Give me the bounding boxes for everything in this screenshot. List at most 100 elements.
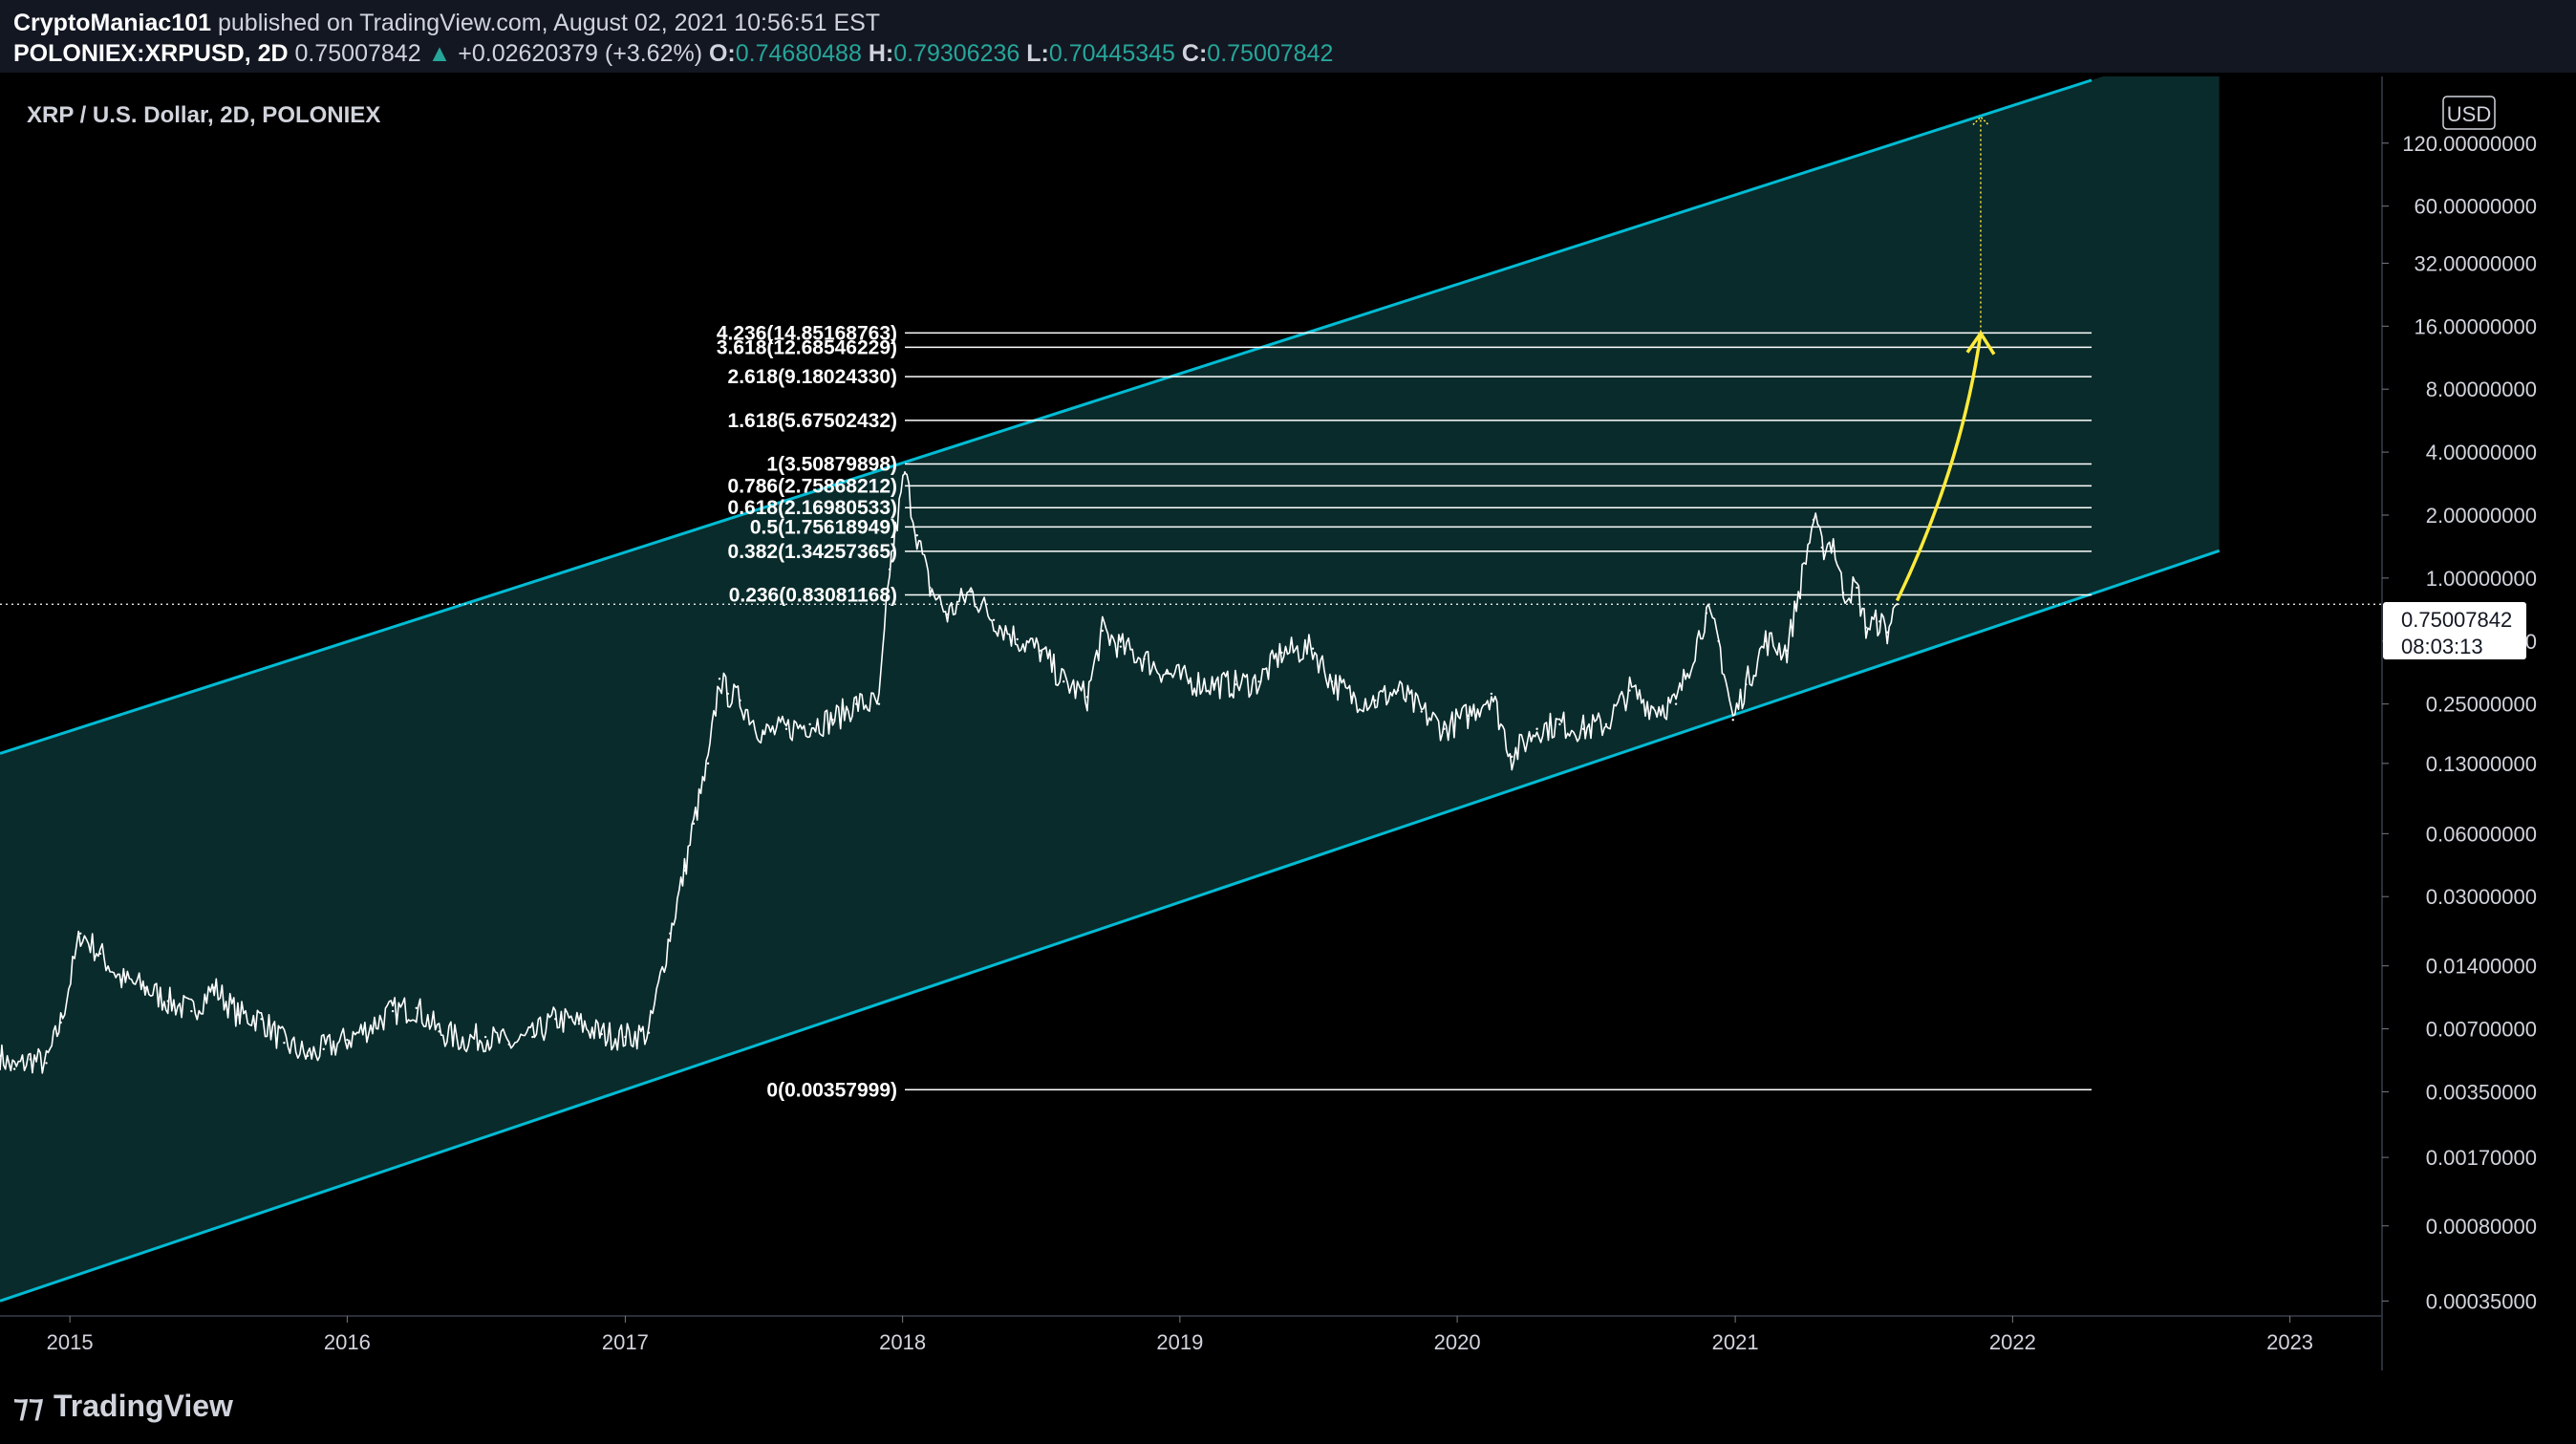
price-point [1166, 672, 1169, 675]
price-point [12, 1067, 16, 1070]
price-point [692, 822, 696, 826]
time-axis-label: 2022 [1989, 1330, 2036, 1354]
price-point [831, 719, 834, 722]
price-point [483, 1035, 487, 1039]
time-axis[interactable]: 2015 2016 2017 2018 2019 2020 2021 2022 2023 [47, 1316, 2313, 1354]
time-axis-label: 2020 [1434, 1330, 1481, 1354]
price-point [718, 678, 721, 680]
currency-badge[interactable]: USD [2442, 96, 2496, 130]
price-point [1143, 657, 1146, 660]
fib-level-label: 0.786(2.75868212) [728, 475, 898, 497]
change-arrow-icon: ▲ [427, 40, 452, 67]
fib-level-label: 3.618(12.68546229) [717, 336, 897, 358]
price-axis-label: 32.00000000 [2415, 251, 2537, 275]
time-axis-label: 2016 [324, 1330, 371, 1354]
price-point [462, 1038, 464, 1042]
price-point [1652, 706, 1655, 709]
price-point [1119, 645, 1123, 648]
price-point [929, 586, 932, 590]
price-axis-label: 0.25000000 [2426, 693, 2537, 717]
price-point [1535, 727, 1538, 730]
price-point [1841, 592, 1845, 594]
channel-upper-line[interactable] [0, 78, 2093, 755]
price-point [600, 1032, 603, 1036]
price-axis-label: 8.00000000 [2426, 377, 2537, 401]
price-badge-box [2383, 602, 2526, 659]
tradingview-logo[interactable]: ⁊⁊ TradingView [13, 1389, 233, 1423]
price-point [236, 1013, 240, 1016]
price-point [1350, 696, 1353, 699]
price-point [915, 534, 918, 537]
price-point [438, 1030, 440, 1033]
price-point [1063, 679, 1065, 683]
change-text: +0.02620379 (+3.62%) [458, 40, 703, 67]
published-text: published on TradingView.com, August 02,… [217, 10, 881, 36]
price-point [808, 722, 811, 726]
price-point [322, 1047, 325, 1050]
price-axis[interactable]: 120.00000000 60.00000000 32.00000000 16.000… [2382, 132, 2537, 1314]
price-point [1856, 586, 1858, 590]
price-point [1443, 727, 1446, 730]
brand-label: TradingView [54, 1389, 233, 1423]
last-price: 0.75007842 [294, 40, 421, 67]
fib-level-label: 0.618(2.16980533) [728, 497, 898, 519]
price-axis-label: 0.00350000 [2426, 1080, 2537, 1104]
price-point [120, 979, 123, 981]
price-point [1467, 714, 1470, 718]
price-point [669, 932, 672, 935]
symbol-label: POLONIEX:XRPUSD, 2D [13, 40, 289, 67]
price-point [1374, 699, 1377, 702]
price-badge-value: 0.75007842 [2401, 608, 2512, 632]
close-label: C: [1181, 40, 1208, 67]
price-point [903, 471, 907, 474]
price-point [647, 1031, 651, 1034]
chart-area[interactable]: 4.236(14.85168763) 3.618(12.68546229) 2.61… [0, 73, 2576, 1439]
open-label: O: [708, 40, 736, 67]
projection-layer [1895, 116, 1996, 602]
author-name[interactable]: CryptoManiac101 [13, 10, 212, 36]
fib-level-label: 0(0.00357999) [766, 1079, 897, 1101]
symbol-info: POLONIEX:XRPUSD, 2D 0.75007842 ▲ +0.0262… [13, 40, 1333, 68]
price-point [1330, 679, 1334, 683]
price-point [29, 1058, 32, 1061]
price-point [1189, 679, 1192, 683]
price-point [1511, 755, 1513, 758]
price-point [98, 952, 102, 956]
price-point [190, 1009, 193, 1013]
price-point [415, 1006, 418, 1010]
price-badge: 0.75007842 08:03:13 [2383, 602, 2526, 659]
price-point [1885, 631, 1889, 634]
price-point [1705, 612, 1708, 614]
price-point [854, 702, 858, 705]
price-point [1717, 639, 1720, 642]
price-point [888, 568, 891, 571]
price-point [946, 613, 949, 616]
open-value: 0.74680488 [735, 40, 862, 67]
price-point [1764, 639, 1768, 642]
price-point [346, 1038, 349, 1042]
price-axis-label: 2.00000000 [2426, 504, 2537, 528]
price-point [1604, 722, 1608, 726]
time-axis-label: 2018 [879, 1330, 926, 1354]
projection-arrow[interactable] [1895, 333, 1983, 602]
publish-header: CryptoManiac101 published on TradingView… [0, 0, 2576, 73]
price-point [554, 1018, 557, 1021]
time-axis-label: 2023 [2266, 1330, 2313, 1354]
price-point [166, 1000, 169, 1002]
channel-lower-line[interactable] [0, 549, 2221, 1303]
price-point [1628, 689, 1631, 692]
projection-arrowhead-icon [1965, 330, 1996, 356]
price-point [59, 1021, 62, 1024]
price-axis-label: 0.00170000 [2426, 1146, 2537, 1170]
price-point [1832, 540, 1835, 543]
price-point [877, 702, 881, 705]
price-point [1396, 689, 1400, 692]
price-chart[interactable]: 4.236(14.85168763)3.618(12.68546229) 2.61… [0, 73, 2576, 1439]
price-point [0, 1054, 2, 1058]
low-label: L: [1026, 40, 1049, 67]
channel-layer [0, 76, 2221, 1303]
price-point [1558, 722, 1561, 726]
price-point [726, 692, 729, 696]
price-axis-label: 0.00700000 [2426, 1018, 2537, 1042]
price-point [1490, 692, 1493, 696]
